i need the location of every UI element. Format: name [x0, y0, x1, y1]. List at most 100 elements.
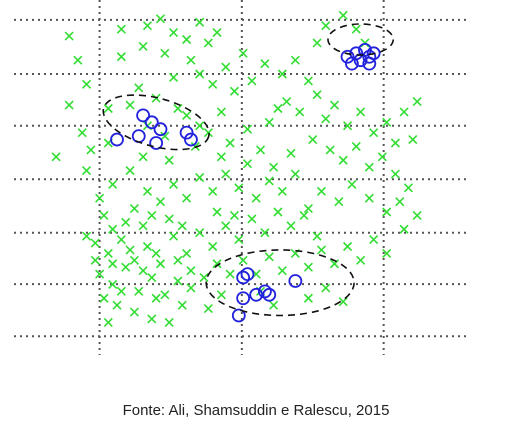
data-point-cross: [290, 169, 300, 179]
scatter-plot: [14, 0, 470, 355]
data-point-cross: [129, 255, 139, 265]
data-point-cross: [147, 314, 157, 324]
data-point-cross: [116, 52, 126, 62]
data-point-cross: [269, 300, 279, 310]
series-blue-circles: [110, 42, 381, 323]
data-point-cross: [382, 117, 392, 127]
data-point-cross: [138, 221, 148, 231]
data-point-cross: [229, 210, 240, 221]
data-point-cross: [399, 107, 409, 117]
data-point-cross: [90, 255, 100, 265]
data-point-cross: [295, 107, 305, 117]
data-point-circle: [231, 308, 246, 323]
data-point-cross: [299, 210, 309, 221]
data-point-cross: [199, 272, 209, 283]
data-point-cross: [260, 228, 270, 238]
data-point-cross: [234, 235, 244, 245]
data-point-cross: [316, 245, 327, 255]
data-point-circle: [153, 122, 168, 137]
data-point-cross: [264, 176, 274, 186]
cluster-annotations: [102, 23, 395, 317]
data-point-cross: [321, 283, 331, 293]
data-point-cross: [155, 14, 166, 24]
data-point-cross: [125, 166, 135, 176]
data-point-cross: [160, 48, 170, 58]
data-point-cross: [277, 69, 287, 79]
data-point-cross: [177, 300, 187, 310]
data-point-cross: [190, 141, 200, 152]
data-point-cross: [108, 224, 118, 234]
data-point-cross: [195, 228, 205, 238]
data-point-cross: [186, 283, 196, 293]
data-point-cross: [99, 210, 109, 221]
data-point-cross: [168, 72, 179, 83]
data-point-cross: [195, 17, 205, 27]
data-point-cross: [195, 69, 205, 79]
data-point-cross: [282, 97, 292, 107]
data-point-cross: [342, 121, 353, 131]
data-point-cross: [168, 231, 179, 241]
data-point-cross: [369, 235, 379, 245]
data-point-cross: [216, 152, 226, 162]
grid-lines: [14, 0, 470, 355]
data-point-circle: [358, 42, 372, 57]
data-point-cross: [390, 169, 400, 179]
data-point-circle: [236, 291, 251, 306]
data-point-cross: [273, 207, 283, 217]
data-point-cross: [173, 276, 183, 286]
data-point-cross: [155, 197, 166, 207]
data-point-cross: [312, 38, 322, 48]
data-point-cross: [351, 24, 361, 34]
data-point-cross: [173, 103, 183, 114]
data-point-circle: [362, 49, 377, 64]
data-point-circle: [257, 284, 272, 299]
data-point-cross: [64, 31, 74, 41]
data-point-cross: [155, 259, 166, 269]
data-point-cross: [99, 293, 109, 303]
data-point-cross: [138, 152, 148, 162]
data-point-cross: [51, 152, 61, 162]
data-point-cross: [147, 210, 157, 221]
data-point-cross: [347, 179, 357, 189]
data-point-circle: [179, 125, 194, 140]
data-point-cross: [356, 255, 366, 265]
data-point-cross: [321, 114, 331, 124]
data-point-circle: [131, 129, 146, 144]
data-point-cross: [151, 248, 161, 258]
data-point-cross: [203, 304, 213, 314]
data-point-cross: [203, 38, 213, 48]
data-point-cross: [182, 34, 192, 45]
data-point-circle: [344, 56, 359, 71]
data-point-cross: [164, 317, 174, 327]
data-point-cross: [134, 83, 144, 93]
data-point-circle: [240, 267, 255, 282]
data-point-cross: [125, 100, 135, 110]
series-green-crosses: [51, 10, 422, 327]
data-point-cross: [412, 210, 422, 221]
data-point-cross: [325, 145, 335, 155]
data-point-cross: [225, 269, 235, 279]
data-point-circle: [149, 136, 164, 150]
data-point-cross: [186, 266, 196, 276]
data-point-cross: [238, 255, 248, 265]
data-point-cross: [177, 221, 187, 231]
data-point-cross: [329, 100, 340, 110]
data-point-cross: [312, 231, 322, 241]
data-point-cross: [208, 241, 218, 252]
data-point-cross: [277, 266, 287, 276]
data-point-cross: [212, 207, 222, 217]
data-point-circle: [288, 274, 303, 288]
data-point-cross: [142, 186, 153, 196]
data-point-cross: [229, 86, 240, 96]
data-point-cross: [147, 272, 157, 283]
data-point-cross: [412, 97, 422, 107]
data-point-circle: [236, 270, 251, 285]
data-point-cross: [212, 28, 222, 38]
data-point-cross: [173, 255, 183, 265]
data-point-cross: [338, 10, 348, 20]
data-point-cross: [303, 262, 313, 272]
data-point-cross: [303, 293, 313, 303]
data-point-cross: [160, 290, 170, 300]
data-point-cross: [338, 297, 348, 307]
data-point-cross: [247, 214, 257, 224]
